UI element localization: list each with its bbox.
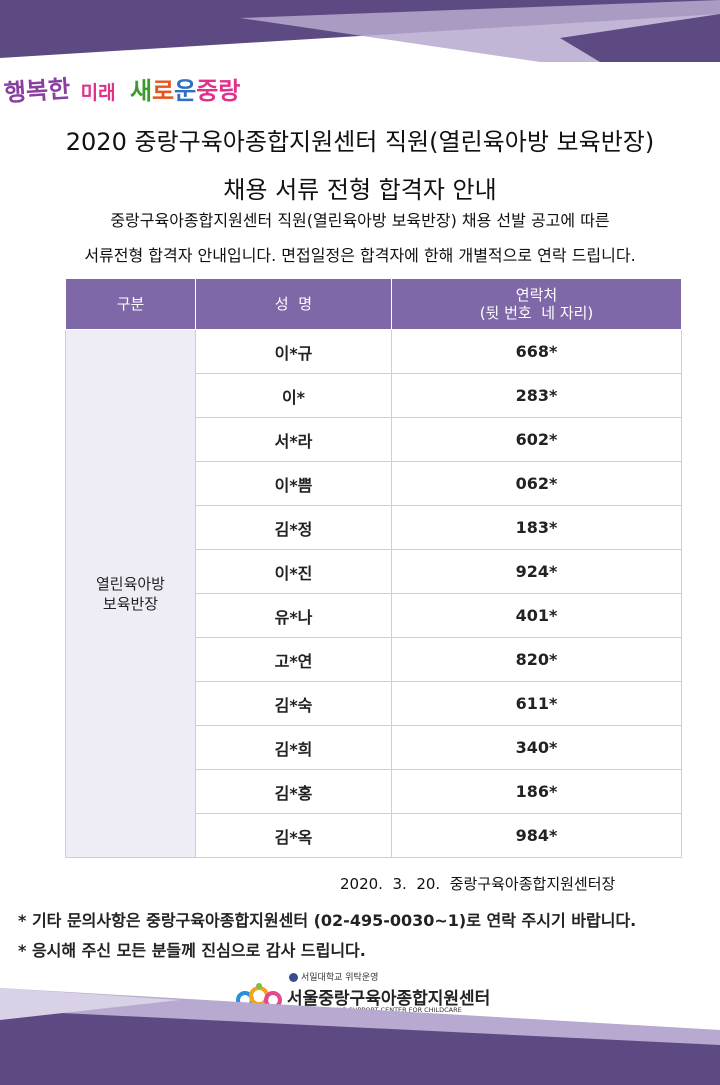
applicant-name: 이*쁨: [195, 461, 392, 506]
table-header-row: 구분 성 명 연락처 (뒷 번호 네 자리): [65, 278, 682, 330]
group-label-line: 보육반장: [102, 594, 159, 613]
page-title: 2020 중랑구육아종합지원센터 직원(열린육아방 보육반장): [65, 128, 655, 156]
header-name: 성 명: [195, 278, 392, 330]
applicant-name: 이*규: [195, 329, 392, 374]
table-row: 김*희 340*: [66, 725, 682, 770]
table-row: 열린육아방 보육반장 이*규 668*: [65, 329, 682, 858]
group-label-line: 열린육아방: [95, 574, 165, 593]
table-row: 유*나 401*: [66, 593, 682, 638]
slogan-part: 행복한: [3, 74, 72, 108]
description-line: 중랑구육아종합지원센터 직원(열린육아방 보육반장) 채용 선발 공고에 따른: [110, 211, 610, 230]
bottom-banner-decoration: [0, 988, 720, 1085]
applicant-phone: 186*: [391, 769, 682, 814]
university-seal-icon: [289, 973, 298, 982]
applicant-name: 이*진: [195, 549, 392, 594]
applicant-phone: 183*: [391, 505, 682, 550]
org-name: 서울중랑구육아종합지원센터: [287, 989, 491, 1009]
inquiry-note: * 기타 문의사항은 중랑구육아종합지원센터 (02-495-0030~1)로 …: [18, 911, 637, 930]
applicant-phone: 820*: [391, 637, 682, 682]
table-row: 김*옥 984*: [66, 813, 682, 858]
org-top-label: 서일대학교 위탁운영: [301, 973, 379, 983]
slogan-part: 새: [129, 77, 153, 105]
header-contact-subtitle: (뒷 번호 네 자리): [479, 304, 594, 322]
applicant-name: 유*나: [195, 593, 392, 638]
top-banner-decoration: [0, 0, 720, 62]
table-row: 김*홍 186*: [66, 769, 682, 814]
thanks-note: * 응시해 주신 모든 분들께 진심으로 감사 드립니다.: [18, 941, 366, 960]
description-line: 서류전형 합격자 안내입니다. 면접일정은 합격자에 한해 개별적으로 연락 드…: [84, 246, 636, 265]
slogan-part: 미래: [80, 82, 116, 104]
applicant-name: 서*라: [195, 417, 392, 462]
applicant-name: 김*정: [195, 505, 392, 550]
slogan-logo: 행복한 미래 새로운중랑: [3, 70, 256, 112]
applicant-phone: 340*: [391, 725, 682, 770]
applicant-phone: 602*: [391, 417, 682, 462]
applicant-phone: 668*: [391, 329, 682, 374]
slogan-part: 로: [152, 77, 175, 105]
table-body: 열린육아방 보육반장 이*규 668* 이* 283* 서*라 602* 이*쁨 062* 김*정 1…: [65, 329, 682, 858]
applicant-phone: 283*: [391, 373, 682, 418]
applicant-name: 김*희: [195, 725, 392, 770]
applicant-phone: 401*: [391, 593, 682, 638]
header-contact: 연락처 (뒷 번호 네 자리): [391, 278, 682, 330]
group-label: 열린육아방 보육반장: [65, 329, 196, 858]
applicant-phone: 984*: [391, 813, 682, 858]
applicant-phone: 062*: [391, 461, 682, 506]
slogan-part: 중랑: [196, 77, 241, 105]
page-subtitle: 채용 서류 전형 합격자 안내: [223, 176, 497, 204]
applicant-table: 구분 성 명 연락처 (뒷 번호 네 자리) 열린육아방 보육반장 이*규 668* 이…: [65, 278, 682, 858]
applicant-name: 고*연: [195, 637, 392, 682]
applicant-phone: 611*: [391, 681, 682, 726]
slogan-part: 운: [174, 77, 197, 105]
applicant-name: 김*홍: [195, 769, 392, 814]
applicant-name: 김*숙: [195, 681, 392, 726]
table-row: 이*진 924*: [66, 549, 682, 594]
header-contact-title: 연락처: [515, 286, 558, 304]
applicant-name: 김*옥: [195, 813, 392, 858]
issue-date-signature: 2020. 3. 20. 중랑구육아종합지원센터장: [340, 875, 616, 893]
header-category: 구분: [65, 278, 196, 330]
table-row: 이* 283*: [66, 373, 682, 418]
applicant-phone: 924*: [391, 549, 682, 594]
applicant-name: 이*: [195, 373, 392, 418]
